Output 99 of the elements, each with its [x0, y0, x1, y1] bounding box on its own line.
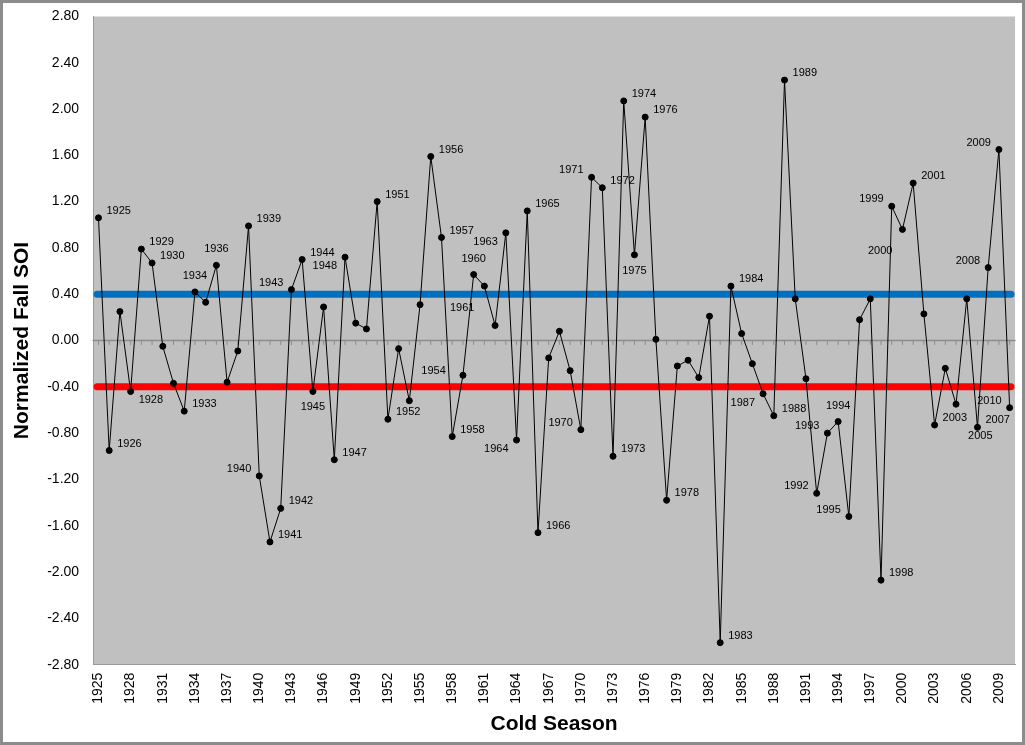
annotation: 1944	[310, 245, 335, 258]
x-tick-label: 1937	[217, 672, 234, 704]
annotation: 1970	[548, 415, 573, 428]
y-tick-label: 2.80	[51, 7, 80, 24]
x-axis-title: Cold Season	[490, 711, 618, 735]
x-tick-label: 2009	[989, 672, 1006, 704]
annotation: 2005	[968, 429, 993, 442]
x-tick-label: 1955	[410, 672, 427, 704]
annotation: 1947	[342, 445, 367, 458]
x-tick-label: 2000	[893, 672, 910, 704]
y-tick-label: 0.00	[51, 331, 80, 348]
x-tick-label: 1964	[507, 672, 524, 704]
annotation: 1933	[192, 397, 217, 410]
annotation: 1943	[258, 275, 284, 288]
annotation: 1939	[256, 211, 282, 224]
annotation: 1988	[781, 401, 807, 414]
annotation: 1974	[631, 86, 657, 99]
x-tick-label: 1934	[185, 672, 202, 704]
annotation: 1925	[106, 203, 131, 216]
annotation: 1957	[449, 223, 474, 236]
annotation: 1992	[784, 479, 809, 492]
x-tick-label: 1997	[861, 672, 878, 704]
annotation: 1928	[138, 393, 164, 406]
annotation: 1987	[730, 395, 756, 408]
annotation: 1956	[438, 142, 464, 155]
y-axis-title: Normalized Fall SOI	[9, 241, 33, 440]
x-tick-label: 1982	[700, 672, 717, 704]
annotation: 1994	[825, 398, 851, 411]
y-tick-label: -2.00	[47, 562, 80, 579]
x-tick-label: 2003	[925, 672, 942, 704]
annotation: 1926	[117, 436, 142, 449]
annotation: 1973	[621, 442, 646, 455]
annotation: 2003	[942, 411, 968, 424]
annotation: 1929	[149, 235, 174, 248]
annotation: 1978	[674, 486, 700, 499]
x-tick-label: 1988	[764, 672, 781, 704]
annotation: 2001	[921, 169, 946, 182]
x-tick-label: 1931	[153, 672, 170, 704]
y-tick-label: 0.40	[51, 285, 80, 302]
annotation: 1965	[535, 196, 560, 209]
annotation: 1958	[460, 422, 485, 435]
annotation: 1945	[300, 400, 326, 413]
y-tick-label: 0.80	[51, 238, 80, 255]
annotation: 1960	[461, 251, 486, 264]
annotation: 1999	[859, 192, 884, 205]
y-tick-label: -2.40	[47, 609, 80, 626]
annotation: 2008	[955, 253, 981, 266]
y-tick-label: -0.40	[47, 377, 80, 394]
annotation: 1942	[288, 494, 314, 507]
y-tick-label: -1.20	[47, 470, 80, 487]
y-tick-label: 1.60	[51, 146, 80, 163]
annotation: 1995	[816, 502, 841, 515]
annotation: 1941	[277, 527, 303, 540]
annotation: 1934	[182, 268, 208, 281]
x-tick-label: 1994	[828, 672, 845, 704]
annotation: 1984	[738, 272, 764, 285]
x-tick-label: 1976	[636, 672, 653, 704]
x-tick-label: 1952	[378, 672, 395, 704]
x-tick-label: 1979	[668, 672, 685, 704]
y-tick-label: -0.80	[47, 424, 80, 440]
x-tick-label: 1973	[603, 672, 620, 704]
annotation: 1971	[559, 163, 584, 176]
annotation: 1964	[484, 442, 509, 455]
annotation: 1936	[204, 242, 229, 255]
annotation: 1983	[728, 628, 753, 641]
annotation: 1952	[395, 405, 421, 418]
x-tick-label: 1961	[475, 672, 492, 704]
annotation: 1954	[421, 363, 446, 376]
annotation: 1963	[473, 234, 498, 247]
annotation: 1951	[385, 187, 410, 200]
x-tick-label: 2006	[957, 672, 974, 704]
x-tick-label: 1991	[796, 672, 813, 704]
y-tick-label: 1.20	[51, 192, 80, 209]
x-tick-label: 1967	[539, 672, 556, 704]
y-tick-label: -1.60	[47, 516, 80, 533]
x-tick-label: 1949	[346, 672, 363, 704]
annotation: 2009	[966, 135, 991, 148]
y-tick-label: 2.40	[51, 53, 80, 70]
annotation: 1966	[545, 518, 571, 531]
annotation: 1940	[226, 462, 252, 474]
annotation: 1993	[794, 419, 820, 432]
annotation: 1976	[653, 103, 678, 116]
x-tick-label: 1958	[443, 672, 460, 704]
y-tick-label: -2.80	[47, 655, 80, 672]
annotation: 1961	[449, 301, 475, 314]
x-tick-label: 1985	[732, 672, 749, 704]
annotation: 1948	[312, 259, 338, 272]
x-tick-label: 1928	[121, 672, 138, 704]
x-tick-label: 1946	[314, 672, 331, 704]
y-tick-label: 2.00	[51, 99, 80, 116]
annotation: 1975	[622, 263, 647, 276]
annotation: 1998	[889, 566, 914, 579]
x-tick-label: 1943	[282, 672, 299, 704]
annotation: 1930	[160, 249, 185, 261]
x-tick-label: 1940	[250, 672, 267, 704]
annotation: 2007	[985, 413, 1010, 426]
x-tick-label: 1970	[571, 672, 588, 704]
annotation: 1989	[792, 66, 818, 79]
x-tick-label: 1925	[89, 672, 106, 704]
